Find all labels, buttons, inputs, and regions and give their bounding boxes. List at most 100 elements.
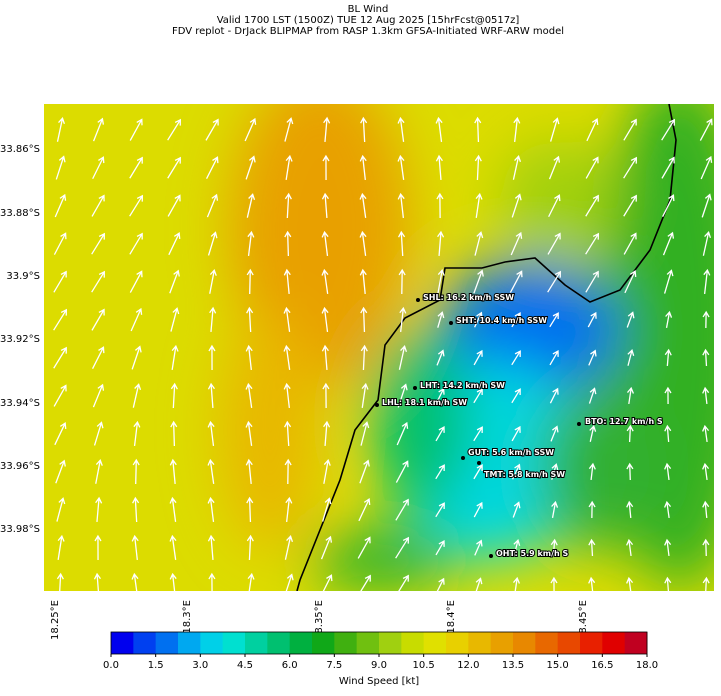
lon-label: 18.3°E [182,600,193,634]
wind-arrow [323,458,331,484]
wind-arrow [321,192,329,219]
wind-arrow [360,306,368,333]
arrow-shape [623,232,637,255]
wind-arrow [357,574,371,591]
arrow-shape [585,232,600,255]
wind-arrow [474,154,482,181]
map [44,104,714,591]
wind-arrow [91,232,105,255]
wind-arrow [359,459,370,484]
arrow-shape [664,576,672,591]
station-label: TMT: 5.8 km/h SW [484,470,565,479]
wind-arrow [664,386,672,405]
arrow-shape [357,536,371,559]
wind-arrow [56,117,66,142]
arrow-shape [133,420,141,446]
station-label: GUT: 5.6 km/h SSW [468,448,554,457]
arrow-shape [167,194,181,217]
arrow-shape [321,344,329,371]
arrow-shape [171,344,179,370]
wind-arrow [205,156,219,179]
wind-arrow [131,345,142,370]
arrow-shape [322,382,330,409]
arrow-shape [92,117,105,142]
arrow-shape [396,421,409,446]
wind-arrow [623,156,638,179]
wind-arrow [246,496,254,523]
colorbar-swatch [379,632,402,654]
station-dot [449,321,453,325]
colorbar-swatch [312,632,335,654]
arrow-shape [361,382,369,408]
wind-arrow [550,425,559,442]
arrow-shape [283,382,291,408]
colorbar-swatch [289,632,313,654]
wind-arrow [585,270,599,293]
wind-arrow [549,387,559,404]
wind-arrow [285,496,293,522]
arrow-shape [323,458,331,484]
wind-arrow [664,576,672,591]
wind-arrow [54,422,67,446]
arrow-shape [473,349,483,366]
arrow-shape [285,154,293,180]
lon-label: 18.25°E [50,600,61,640]
arrow-shape [91,308,105,331]
wind-arrow [664,424,672,443]
wind-arrow [435,577,445,591]
arrow-shape [512,501,521,518]
lat-label: 33.92°S [0,334,40,345]
arrow-shape [588,576,596,591]
title: BL Wind [348,4,389,15]
wind-arrow [626,424,634,443]
arrow-shape [132,383,142,408]
wind-arrow [474,116,482,143]
arrow-shape [588,538,596,557]
wind-arrow [702,310,710,329]
arrow-shape [395,574,409,591]
wind-arrow [549,349,559,366]
lon-label: 18.4°E [446,600,457,634]
arrow-shape [206,193,219,218]
wind-arrow [586,117,599,142]
wind-arrow [91,346,105,369]
wind-arrow [513,116,521,142]
wind-arrow [129,118,143,141]
colorbar-swatch [222,632,246,654]
colorbar-tick-label: 10.5 [413,660,435,671]
wind-arrow [511,463,521,480]
wind-arrow [167,156,181,179]
colorbar-tick-label: 3.0 [192,660,208,671]
wind-arrow [395,574,409,591]
wind-arrow [131,572,139,591]
colorbar-tick-label: 12.0 [457,660,479,671]
wind-arrow [209,268,217,294]
arrow-shape [435,425,445,442]
arrow-shape [246,306,254,333]
arrow-shape [662,231,675,256]
station-label: SHT: 10.4 km/h SSW [456,316,547,325]
wind-arrow [550,117,560,142]
wind-arrow [322,154,330,181]
arrow-shape [473,388,483,404]
arrow-shape [702,576,710,591]
wind-arrow [395,460,409,483]
arrow-shape [209,306,217,333]
wind-arrow [283,268,291,295]
arrow-shape [169,458,177,485]
wind-arrow [702,348,710,367]
arrow-shape [56,572,64,591]
arrow-shape [511,463,521,480]
wind-arrow [512,501,521,518]
arrow-shape [702,231,712,256]
arrow-shape [395,536,410,559]
wind-arrow [207,496,215,522]
arrow-shape [285,496,293,522]
arrow-shape [626,462,634,481]
arrow-shape [585,194,599,217]
wind-arrow [398,268,406,295]
colorbar-tick-label: 15.0 [547,660,569,671]
arrow-shape [436,192,444,219]
arrow-shape [321,230,329,256]
wind-arrow [626,576,634,591]
